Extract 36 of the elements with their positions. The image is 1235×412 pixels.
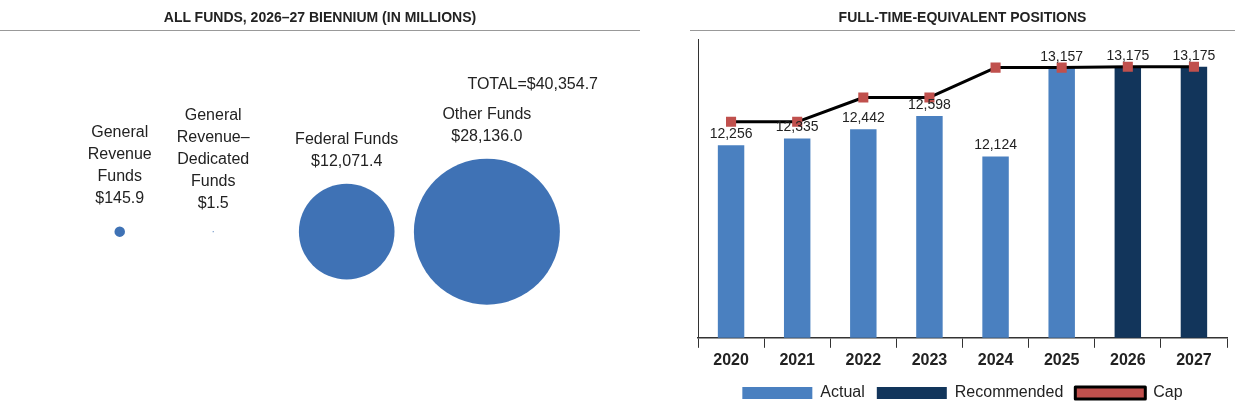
data-label: 12,335 <box>775 118 819 135</box>
point <box>858 92 869 103</box>
category-label: General Revenue Funds <box>87 122 152 184</box>
data-label: $145.9 <box>95 188 145 206</box>
x-tick-label: 2020 <box>713 350 749 368</box>
data-label: 12,598 <box>908 95 952 112</box>
x-tick-label: 2025 <box>1043 350 1080 368</box>
legend-label: Actual <box>820 383 865 401</box>
x-tick-label: 2022 <box>845 350 882 368</box>
x-tick-label: 2023 <box>911 350 948 368</box>
x-tick-label: 2024 <box>977 350 1014 368</box>
data-label: 12,442 <box>841 109 885 126</box>
data-label: 13,157 <box>1040 48 1084 65</box>
data-label: 13,175 <box>1106 46 1150 63</box>
x-tick-label: 2026 <box>1110 350 1146 368</box>
category-label: Federal Funds <box>295 130 399 148</box>
data-label: 13,175 <box>1172 46 1216 63</box>
category-label: Other Funds <box>442 105 532 123</box>
legend-label: Recommended <box>954 383 1064 401</box>
data-label: 12,124 <box>974 136 1018 153</box>
point <box>726 116 737 127</box>
x-tick-label: 2027 <box>1176 350 1212 368</box>
data-label: $12,071.4 <box>311 152 383 170</box>
legend-label: Cap <box>1153 383 1183 401</box>
text: ALL FUNDS, 2026–27 BIENNIUM (IN MILLIONS) <box>0 0 640 31</box>
data-label: 12,256 <box>709 125 753 142</box>
point <box>1188 61 1199 72</box>
x-tick-label: 2021 <box>779 350 816 368</box>
text: TOTAL=$40,354.7 <box>467 75 599 93</box>
point <box>990 62 1001 73</box>
chart-title: FULL-TIME-EQUIVALENT POSITIONS <box>690 0 1235 31</box>
point <box>1122 61 1133 72</box>
category-label: General Revenue–Dedicated Funds <box>176 105 250 189</box>
data-label: $28,136.0 <box>451 127 523 145</box>
point <box>1056 62 1067 73</box>
data-label: $1.5 <box>197 193 229 211</box>
